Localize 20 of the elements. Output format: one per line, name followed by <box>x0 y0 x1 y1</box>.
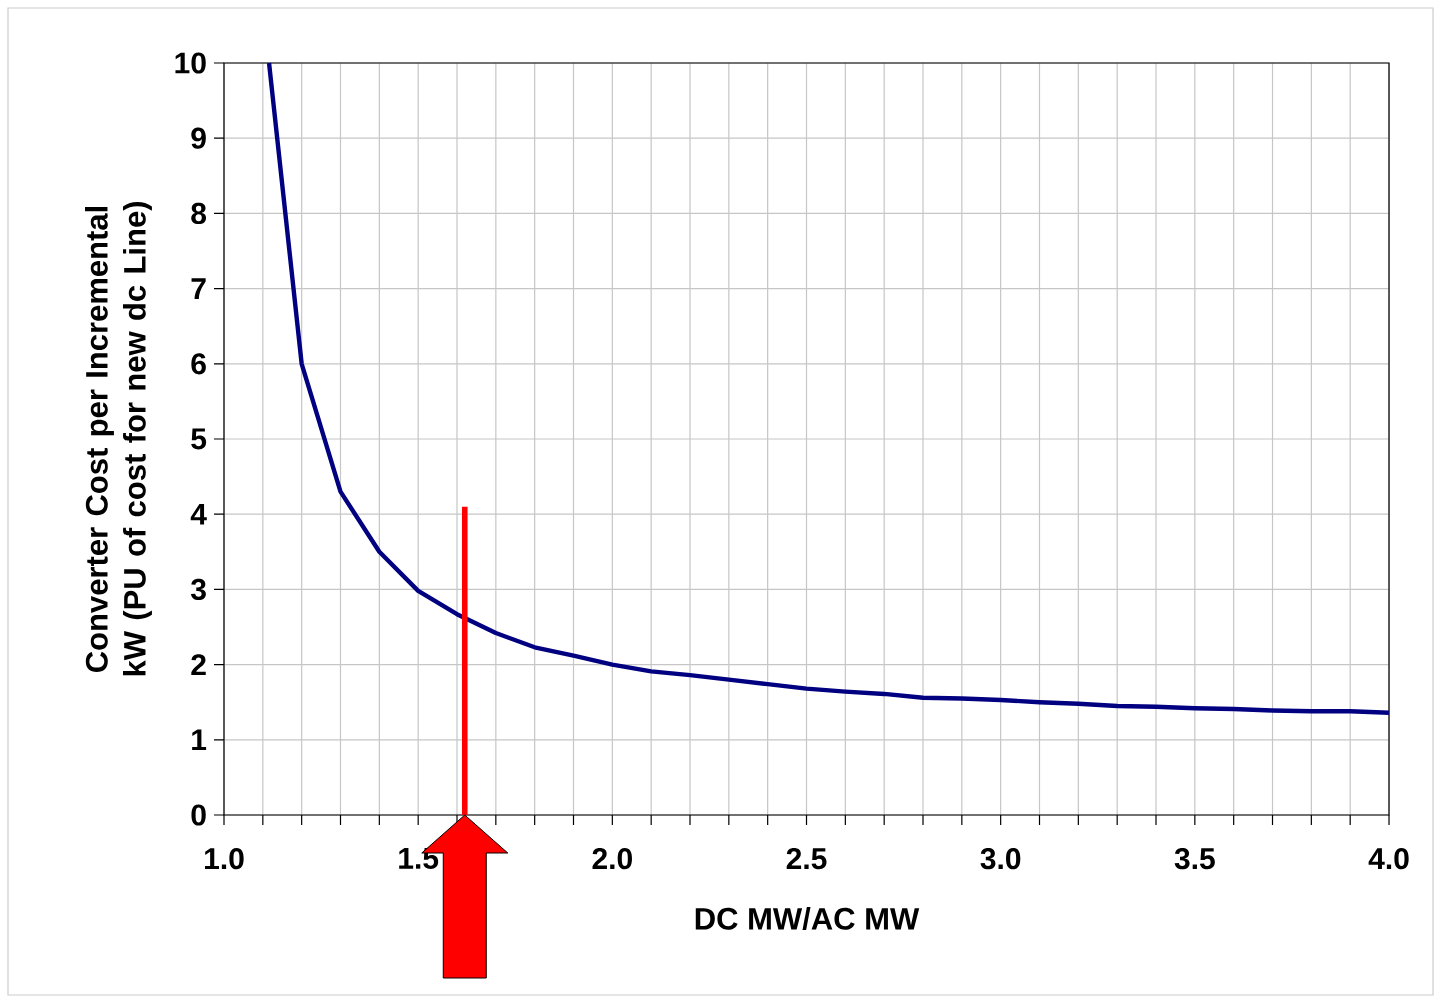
y-tick-label: 9 <box>191 127 206 149</box>
y-tick-label: 1 <box>192 729 207 751</box>
y-tick-label: 3 <box>190 578 206 601</box>
x-tick-label: 4.0 <box>1368 848 1409 870</box>
x-axis-title: DC MW/AC MW <box>695 907 920 931</box>
x-tick-label: 3.0 <box>980 848 1021 870</box>
x-tick-label: 3.5 <box>1174 848 1215 870</box>
y-tick-label: 7 <box>191 278 206 299</box>
x-tick-label: 2.5 <box>786 848 827 870</box>
y-tick-label: 8 <box>191 202 207 224</box>
y-tick-label: 6 <box>191 353 206 375</box>
y-tick-label: 5 <box>191 428 207 450</box>
x-tick-label: 2.0 <box>592 848 632 870</box>
x-tick-label: 1.0 <box>205 848 244 870</box>
y-tick-label: 4 <box>190 503 207 525</box>
y-tick-label: 0 <box>191 804 206 826</box>
line-series <box>266 60 1392 715</box>
y-tick-label: 2 <box>191 654 206 676</box>
y-axis-title: Converter Cost per Incremental kW (PU of cost for new dc Line) <box>85 202 152 676</box>
y-tick-label: 10 <box>175 52 206 74</box>
